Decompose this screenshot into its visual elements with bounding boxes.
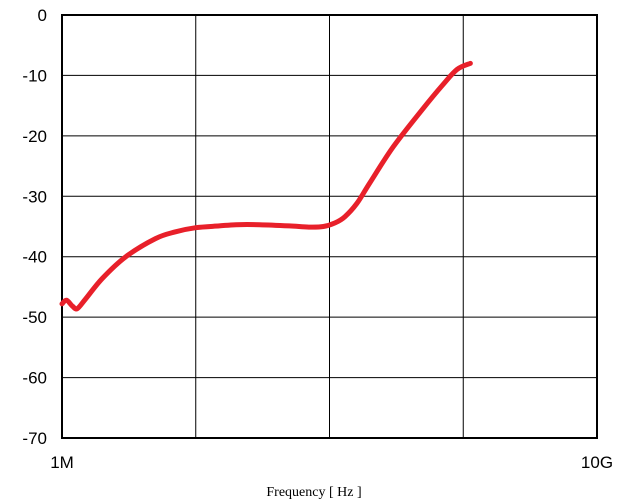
x-axis-title: Frequency [ Hz ]	[266, 485, 361, 500]
x-tick-labels: 1M 10G	[50, 453, 613, 472]
y-tick-label: -50	[22, 308, 47, 327]
y-tick-label: -20	[22, 127, 47, 146]
y-tick-label: 0	[38, 6, 47, 25]
plot-frame	[61, 14, 598, 439]
series-line	[59, 60, 473, 312]
plot-border	[61, 14, 598, 439]
series-layer	[59, 60, 473, 312]
y-tick-label: -40	[22, 248, 47, 267]
y-tick-label: -70	[22, 429, 47, 448]
y-tick-label: -10	[22, 66, 47, 85]
y-tick-label: -60	[22, 369, 47, 388]
x-tick-label: 10G	[581, 453, 613, 472]
y-tick-labels: 0 -10 -20 -30 -40 -50 -60 -70	[22, 6, 47, 448]
y-tick-label: -30	[22, 187, 47, 206]
x-tick-label: 1M	[50, 453, 74, 472]
